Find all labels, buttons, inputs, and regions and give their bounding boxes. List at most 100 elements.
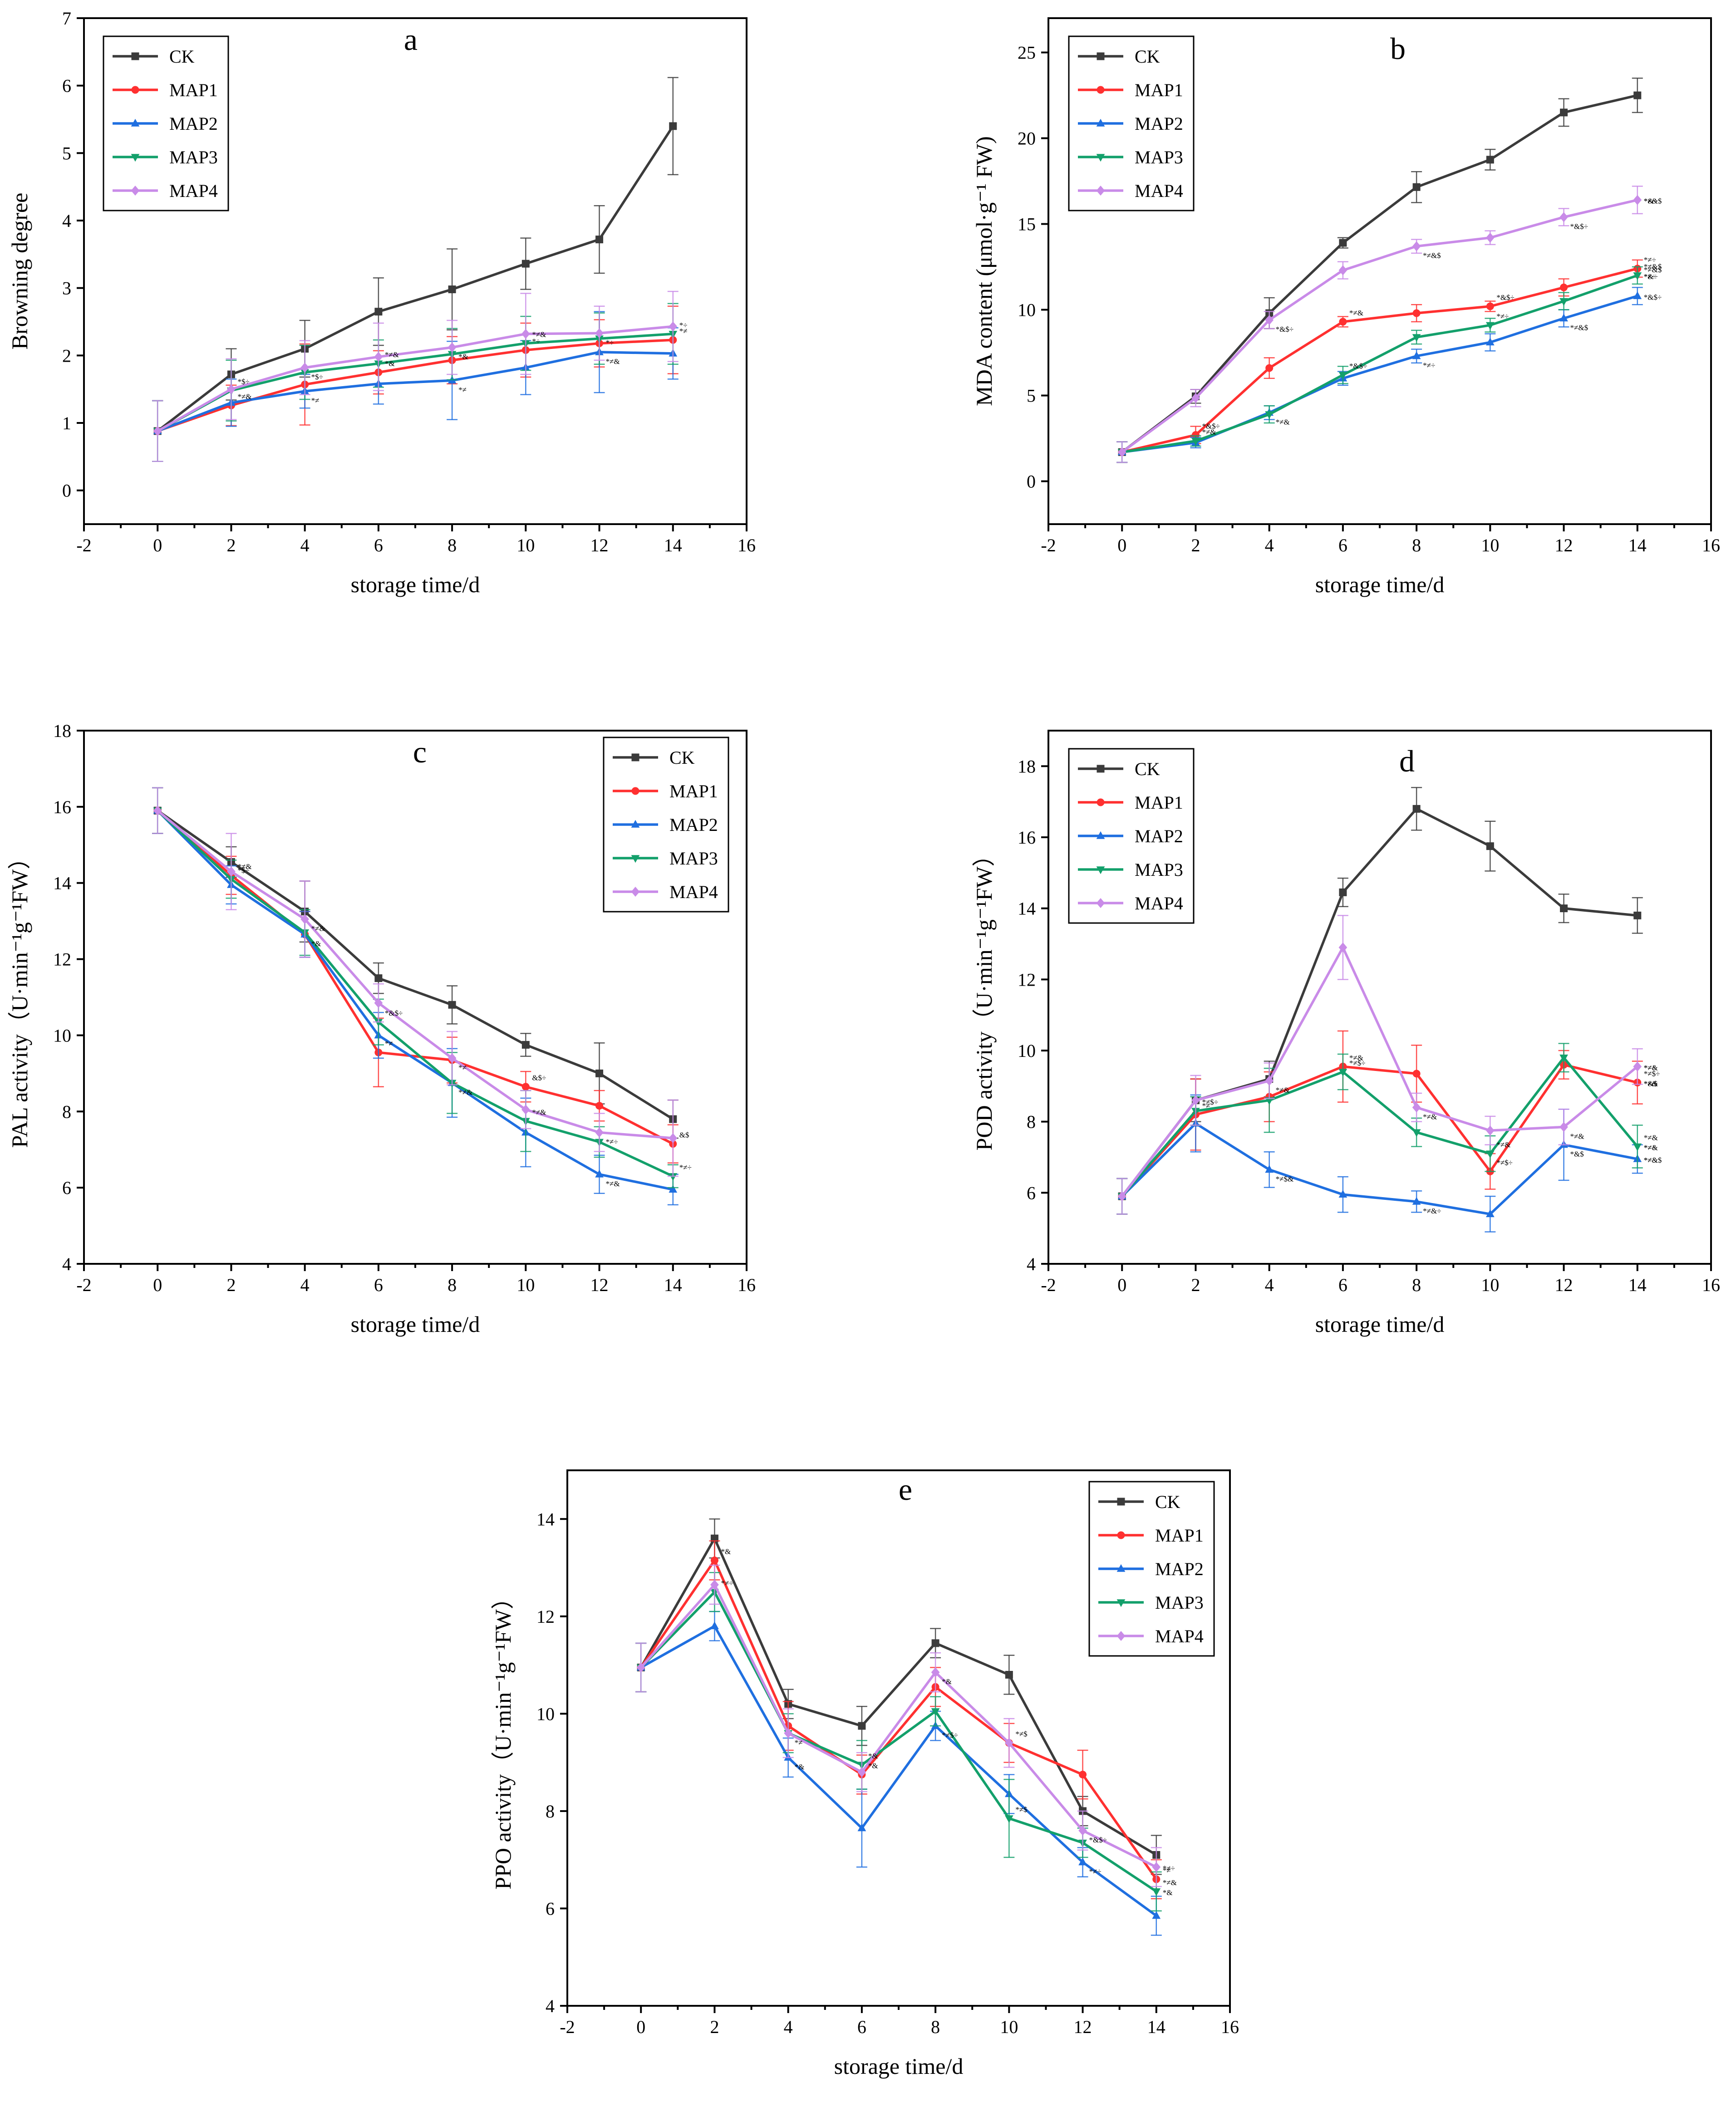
legend-swatch-marker [131,118,140,127]
significance-label: *≠&$ [1423,251,1441,260]
data-point [1338,1069,1347,1077]
significance-label: *≠÷ [1644,1144,1656,1152]
significance-label: *$÷ [311,373,323,381]
x-tick-label: 16 [1702,535,1720,555]
data-point [153,426,162,436]
significance-label: *≠& [458,1088,472,1096]
significance-label: *≠ [795,1738,803,1747]
data-point [595,1069,604,1077]
significance-label: *& [942,1677,952,1686]
data-point [521,260,530,268]
series-line [640,1590,1157,1893]
data-point [931,1639,939,1647]
y-tick-label: 6 [1027,1183,1036,1203]
significance-label: *&$÷ [1496,293,1515,302]
data-point [153,805,162,816]
series-line [157,325,674,432]
data-point [1560,283,1568,291]
x-tick-label: 10 [1481,1275,1499,1295]
data-point [710,1621,719,1630]
series-line [157,125,674,432]
legend-swatch-marker [131,185,140,196]
legend-label: CK [169,46,195,67]
x-tick-label: 4 [1265,535,1274,555]
significance-label: *&$÷ [1276,325,1294,334]
chart-panel-d: -2 0 2 4 6 8 10 12 14 16 4 6 8 10 12 14 16 18 storage time… [971,730,1720,1337]
data-point [1485,322,1495,330]
x-tick-label: 14 [1628,535,1647,555]
legend-label: MAP1 [1155,1525,1204,1546]
significance-label: *&÷ [1644,197,1658,206]
significance-label: *& [868,1752,878,1760]
legend-label: CK [1135,46,1160,67]
legend: CK MAP1 MAP2 MAP3 MAP4 [103,35,229,211]
data-point [1485,1125,1495,1136]
data-point [931,1667,940,1678]
x-tick-label: 4 [300,1275,310,1295]
significance-label: *& [1163,1888,1173,1897]
legend-swatch-marker [631,855,640,863]
data-point [227,866,236,877]
series-map3 [1116,1043,1643,1215]
data-point [1078,1857,1087,1866]
x-tick-label: 2 [226,535,236,555]
data-point [1633,195,1642,205]
x-tick-label: 12 [1555,1275,1573,1295]
data-point [1560,904,1568,913]
significance-label: *≠&$ [1570,323,1588,332]
significance-label: *≠& [532,330,546,339]
data-point [300,363,310,373]
x-tick-label: 4 [1265,1275,1274,1295]
legend-swatch-marker [131,52,139,60]
legend-label: MAP2 [169,113,218,134]
significance-label: *≠& [1644,1156,1658,1164]
data-point [636,1662,645,1673]
series-map4 [152,290,679,462]
data-point [595,328,604,339]
significance-label: *$÷ [237,378,249,386]
legend: CK MAP1 MAP2 MAP3 MAP4 [1088,1481,1215,1657]
data-point [1486,842,1494,850]
legend-swatch-marker [1096,898,1105,909]
data-point [1152,1862,1161,1872]
significance-label: *≠$& [1276,1174,1294,1183]
legend-swatch-marker [1116,1599,1126,1607]
data-point [710,1556,718,1564]
significance-label: *÷ [532,337,540,345]
data-point [669,1185,678,1193]
series-line [639,1536,1157,1856]
x-tick-label: 14 [1147,2017,1166,2037]
x-tick-label: 6 [1338,1275,1347,1295]
x-tick-label: 8 [448,1275,457,1295]
legend-swatch-marker [631,820,640,828]
chart-panel-c: -2 0 2 4 6 8 10 12 14 16 4 6 8 10 12 14 16 18 storage time… [7,721,756,1337]
significance-label: *≠ [311,396,320,405]
significance-annotations: *≠*≠$÷*≠$&*≠&*≠&*≠$÷*≠&÷*≠&*≠$÷*≠&*&$*≠&… [1202,1053,1662,1215]
significance-label: *& [721,1547,731,1556]
legend-label: MAP2 [1155,1559,1204,1579]
legend-label: MAP3 [169,147,218,167]
significance-label: *≠& [1644,1080,1658,1088]
y-tick-label: 10 [1018,300,1036,320]
series-line [1121,1122,1638,1216]
data-point [1633,91,1642,99]
y-tick-label: 1 [62,413,71,433]
x-tick-label: 12 [1074,2017,1092,2037]
data-point [1338,942,1347,953]
significance-label: *≠÷ [1644,255,1656,264]
significance-label: *≠& [1202,428,1216,437]
significance-label: *≠& [1349,309,1363,317]
significance-label: *≠÷ [606,1137,618,1146]
data-point [1265,1097,1274,1105]
panel-label: d [1399,744,1415,778]
significance-label: *≠&÷ [1423,1207,1441,1215]
significance-annotations: *&*≠÷*&*≠*&*&*≠$÷*&*≠$*≠$*≠÷*&$÷*≠*≠&*&*… [721,1547,1176,1896]
significance-label: *≠÷ [1423,361,1435,370]
x-tick-label: 0 [636,2017,645,2037]
series-line [640,1624,1157,1917]
legend-swatch-marker [1096,118,1105,127]
data-point [374,974,383,982]
x-tick-label: 0 [153,1275,162,1295]
x-tick-label: 12 [1555,535,1573,555]
